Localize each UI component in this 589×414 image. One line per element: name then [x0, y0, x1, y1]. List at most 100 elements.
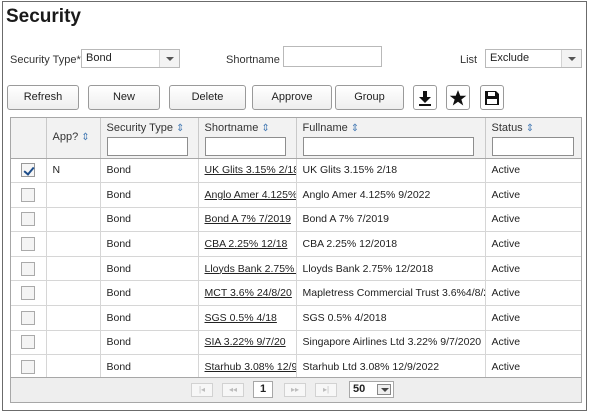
row-checkbox-cell[interactable] — [11, 330, 47, 356]
shortname-link[interactable]: SGS 0.5% 4/18 — [204, 311, 277, 324]
table-row[interactable]: Bond MCT 3.6% 24/8/20 Mapletress Commercia… — [11, 280, 581, 307]
security-type-cell: Bond — [100, 305, 199, 331]
security-type-cell: Bond — [100, 354, 199, 380]
current-page[interactable]: 1 — [253, 381, 273, 398]
previous-page-icon[interactable]: ◂◂ — [222, 383, 244, 397]
shortname-cell[interactable]: Lloyds Bank 2.75% 12/2018 — [198, 256, 297, 282]
status-cell-text: Active — [491, 336, 521, 349]
shortname-link[interactable]: CBA 2.25% 12/18 — [204, 238, 288, 251]
security-type-column-header[interactable]: Security Type ⇕ — [100, 118, 199, 159]
row-checkbox-cell[interactable] — [11, 354, 47, 380]
download-icon — [419, 90, 431, 106]
delete-button[interactable]: Delete — [169, 85, 246, 110]
row-checkbox[interactable] — [21, 212, 36, 227]
sort-icon[interactable]: ⇕ — [350, 123, 360, 134]
row-checkbox[interactable] — [21, 286, 36, 301]
shortname-label: Shortname — [226, 54, 280, 66]
table-row[interactable]: Bond Anglo Amer 4.125% 9/2022 Anglo Amer 4… — [11, 182, 581, 208]
shortname-link[interactable]: Anglo Amer 4.125% 9/2022 — [204, 188, 296, 201]
list-select[interactable]: Exclude — [485, 49, 582, 68]
security-type-value: Bond — [86, 52, 112, 64]
shortname-cell[interactable]: MCT 3.6% 24/8/20 — [198, 280, 297, 307]
group-button[interactable]: Group — [335, 85, 404, 110]
shortname-link[interactable]: Bond A 7% 7/2019 — [204, 213, 291, 226]
shortname-link[interactable]: Starhub 3.08% 12/9/2022 — [204, 361, 296, 374]
last-page-icon[interactable]: ▸| — [315, 383, 337, 397]
security-type-header-label: Security Type — [106, 122, 173, 134]
chevron-down-icon[interactable] — [377, 384, 391, 395]
row-checkbox-cell[interactable] — [11, 280, 47, 307]
sort-icon[interactable]: ⇕ — [261, 123, 270, 134]
shortname-cell[interactable]: Anglo Amer 4.125% 9/2022 — [198, 182, 297, 208]
status-cell: Active — [485, 207, 581, 233]
row-checkbox[interactable] — [21, 163, 36, 178]
security-type-filter-input[interactable] — [106, 137, 188, 156]
download-button[interactable] — [413, 85, 437, 110]
shortname-cell[interactable]: CBA 2.25% 12/18 — [198, 231, 297, 257]
new-button[interactable]: New — [88, 85, 160, 110]
chevron-down-icon[interactable] — [159, 50, 179, 67]
table-row[interactable]: Bond Bond A 7% 7/2019 Bond A 7% 7/2019 Acti… — [11, 207, 581, 233]
favorite-button[interactable] — [446, 85, 470, 110]
row-checkbox[interactable] — [21, 261, 36, 276]
table-row[interactable]: Bond SGS 0.5% 4/18 SGS 0.5% 4/2018 Active — [11, 305, 581, 331]
shortname-cell[interactable]: UK Glits 3.15% 2/18 — [198, 158, 297, 184]
shortname-column-header[interactable]: Shortname ⇕ — [198, 118, 297, 159]
security-type-select[interactable]: Bond — [81, 49, 180, 68]
sort-icon[interactable]: ⇕ — [525, 123, 535, 134]
status-column-header[interactable]: Status ⇕ — [485, 118, 581, 159]
app-column-header[interactable]: App? ⇕ — [46, 118, 101, 159]
fullname-filter-input[interactable] — [302, 137, 474, 156]
app-cell — [46, 231, 101, 257]
save-view-button[interactable] — [480, 85, 504, 110]
table-row[interactable]: Bond Lloyds Bank 2.75% 12/2018 Lloyds Bank… — [11, 256, 581, 282]
status-cell-text: Active — [491, 262, 521, 275]
app-cell — [46, 330, 101, 356]
row-checkbox[interactable] — [21, 360, 36, 375]
shortname-input[interactable] — [283, 46, 382, 67]
table-row[interactable]: Bond SIA 3.22% 9/7/20 Singapore Airlines L… — [11, 330, 581, 356]
refresh-button[interactable]: Refresh — [7, 85, 79, 110]
first-page-icon[interactable]: |◂ — [191, 383, 213, 397]
approve-button[interactable]: Approve — [252, 85, 332, 110]
table-row[interactable]: Bond CBA 2.25% 12/18 CBA 2.25% 12/2018 Acti… — [11, 231, 581, 257]
shortname-cell[interactable]: Starhub 3.08% 12/9/2022 — [198, 354, 297, 380]
shortname-link[interactable]: MCT 3.6% 24/8/20 — [204, 287, 292, 300]
table-row[interactable]: Bond Starhub 3.08% 12/9/2022 Starhub Ltd 3… — [11, 354, 581, 380]
fullname-header-label: Fullname — [302, 122, 348, 134]
row-checkbox[interactable] — [21, 187, 36, 202]
status-cell-text: Active — [491, 164, 521, 177]
shortname-link[interactable]: Lloyds Bank 2.75% 12/2018 — [204, 262, 296, 275]
app-cell — [46, 280, 101, 307]
app-cell — [46, 207, 101, 233]
row-checkbox-cell[interactable] — [11, 305, 47, 331]
row-checkbox-cell[interactable] — [11, 256, 47, 282]
fullname-column-header[interactable]: Fullname ⇕ — [296, 118, 486, 159]
status-filter-input[interactable] — [491, 137, 574, 156]
fullname-cell-text: Starhub Ltd 3.08% 12/9/2022 — [302, 361, 440, 374]
shortname-link[interactable]: SIA 3.22% 9/7/20 — [204, 336, 286, 349]
next-page-icon[interactable]: ▸▸ — [284, 383, 306, 397]
row-checkbox-cell[interactable] — [11, 207, 47, 233]
page-size-select[interactable]: 50 — [349, 381, 394, 398]
shortname-link[interactable]: UK Glits 3.15% 2/18 — [204, 164, 296, 177]
status-cell-text: Active — [491, 287, 521, 300]
security-type-cell: Bond — [100, 330, 199, 356]
shortname-cell[interactable]: SGS 0.5% 4/18 — [198, 305, 297, 331]
fullname-cell-text: Anglo Amer 4.125% 9/2022 — [302, 188, 431, 201]
sort-icon[interactable]: ⇕ — [175, 123, 185, 134]
row-checkbox[interactable] — [21, 310, 36, 325]
status-cell: Active — [485, 330, 581, 356]
row-checkbox-cell[interactable] — [11, 231, 47, 257]
sort-icon[interactable]: ⇕ — [81, 132, 90, 143]
shortname-cell[interactable]: SIA 3.22% 9/7/20 — [198, 330, 297, 356]
app-cell — [46, 354, 101, 380]
shortname-cell[interactable]: Bond A 7% 7/2019 — [198, 207, 297, 233]
row-checkbox-cell[interactable] — [11, 182, 47, 208]
row-checkbox-cell[interactable] — [11, 158, 47, 184]
shortname-filter-input[interactable] — [204, 137, 286, 156]
row-checkbox[interactable] — [21, 237, 36, 252]
row-checkbox[interactable] — [21, 335, 36, 350]
table-row[interactable]: N Bond UK Glits 3.15% 2/18 UK Glits 3.15% 2… — [11, 158, 581, 184]
chevron-down-icon[interactable] — [561, 50, 581, 67]
